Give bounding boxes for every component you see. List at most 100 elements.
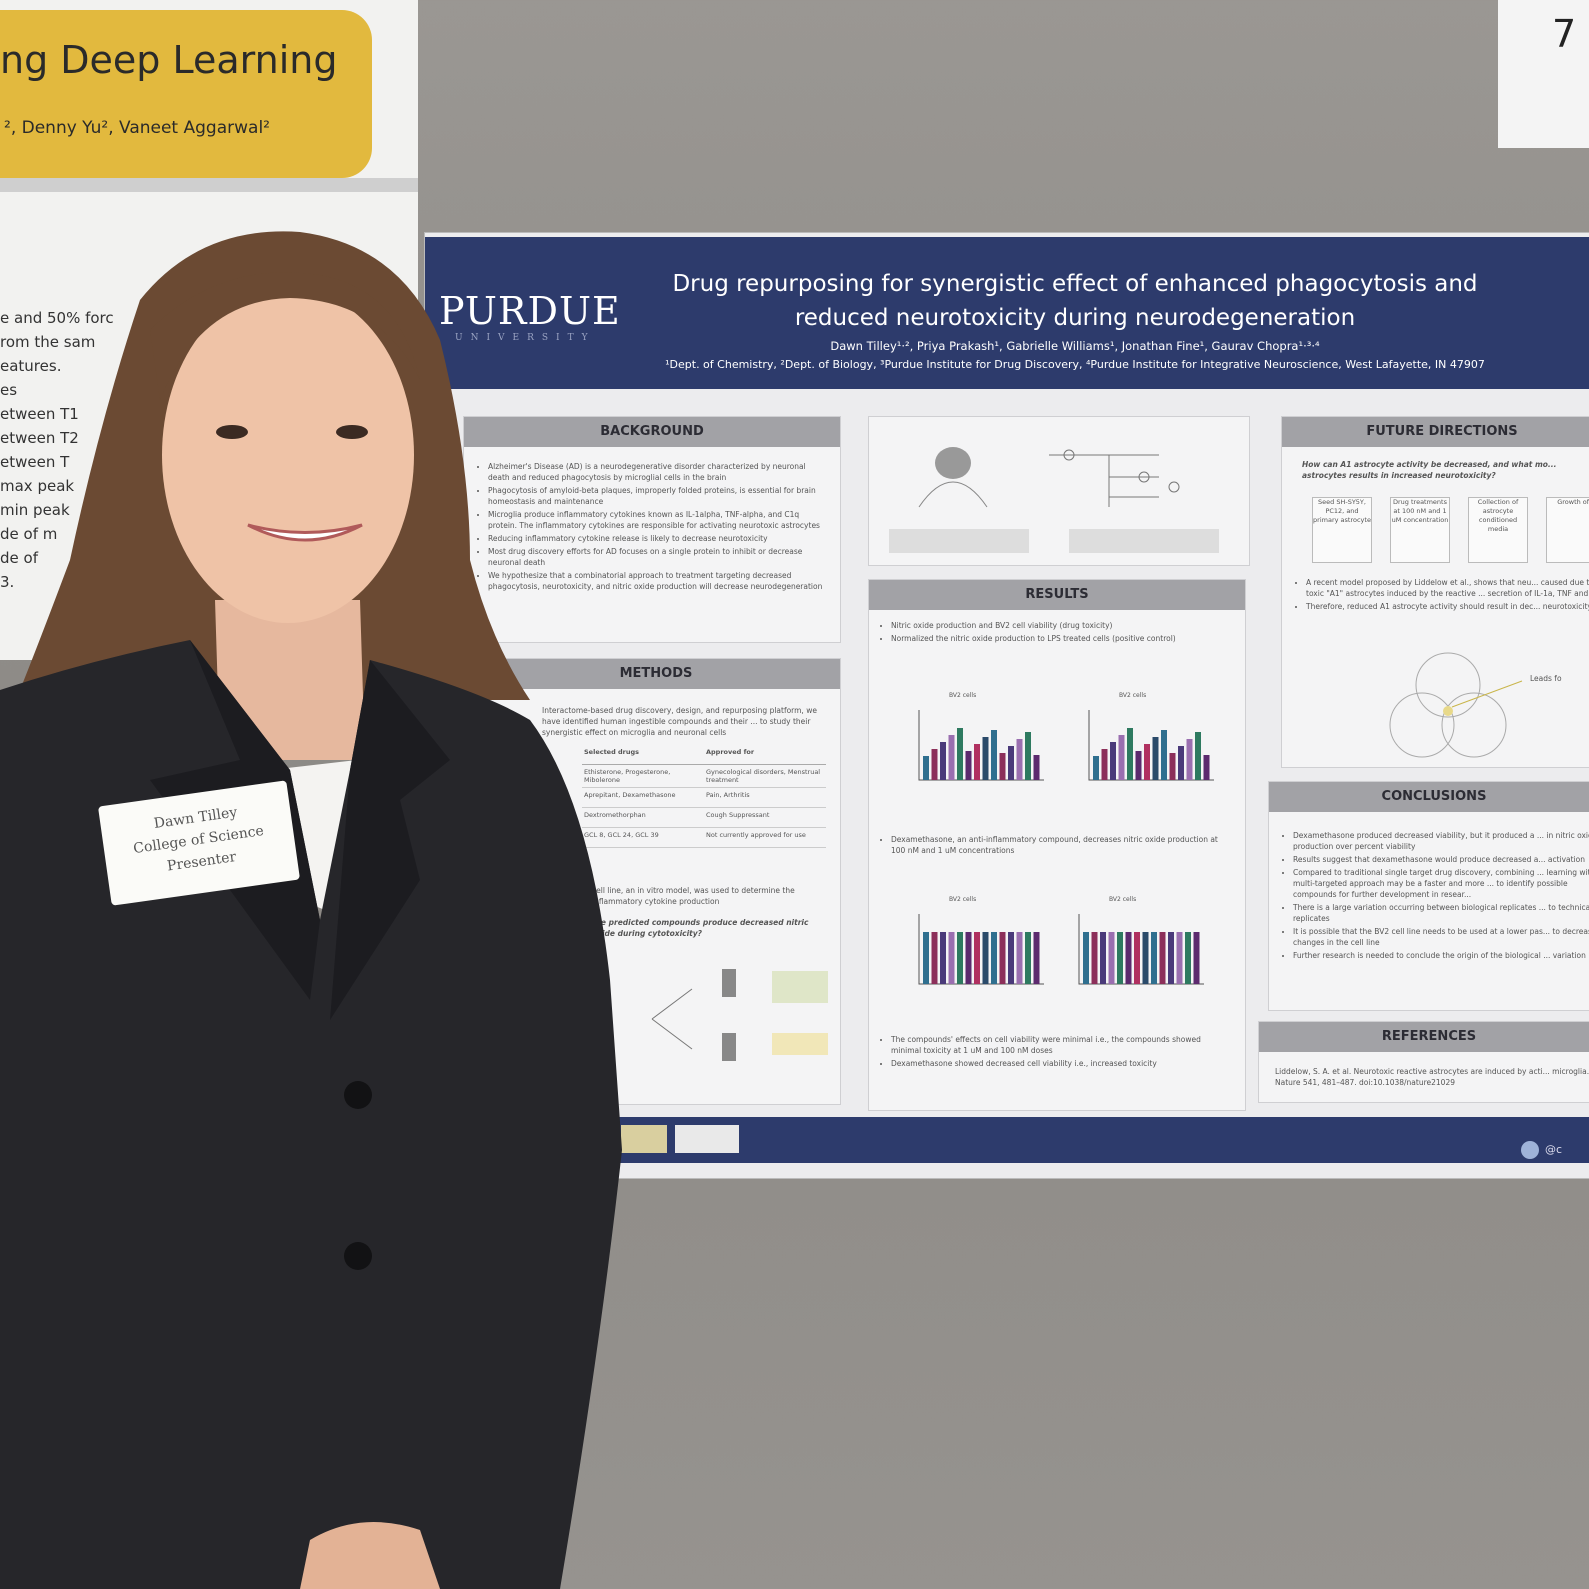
bullet: Compared to traditional single target dr… <box>1293 867 1589 900</box>
left-line: etween T <box>0 453 70 471</box>
venn-circle <box>1441 692 1507 758</box>
section-heading: METHODS <box>472 659 840 689</box>
conclusions-box: CONCLUSIONS Dexamethasone produced decre… <box>1268 781 1589 1011</box>
decorative-bar <box>1193 932 1200 984</box>
left-line: 3. <box>0 573 15 591</box>
decorative-bar <box>1152 737 1159 780</box>
decorative-bar <box>1142 932 1149 984</box>
poster-affiliations: ¹Dept. of Chemistry, ²Dept. of Biology, … <box>665 358 1485 371</box>
table-cell: Selected drugs <box>584 748 640 756</box>
decorative-bar <box>1110 742 1116 780</box>
chart-title: BV2 cells <box>1119 692 1147 699</box>
references-box: REFERENCES Liddelow, S. A. et al. Neurot… <box>1258 1021 1589 1103</box>
result-box <box>772 1033 828 1055</box>
bullet: There is a large variation occurring bet… <box>1293 902 1589 924</box>
table-cell: Aprepitant, Dexamethasone <box>584 791 676 799</box>
step-box: Collection of astrocyte conditioned medi… <box>1468 497 1528 563</box>
chart-title: BV2 cells <box>949 692 977 699</box>
decorative-bar <box>965 932 972 984</box>
decorative-bar <box>1161 730 1167 780</box>
decorative-bar <box>948 932 955 984</box>
bullet: Results suggest that dexamethasone would… <box>1293 854 1589 865</box>
chart-title: BV2 cells <box>1109 896 1137 903</box>
neck <box>215 600 365 760</box>
decorative-bar <box>991 932 997 984</box>
results-box: RESULTS Nitric oxide production and BV2 … <box>868 579 1246 1111</box>
decorative-bar <box>940 932 946 984</box>
bullet: Phagocytosis of amyloid-beta plaques, im… <box>488 485 828 507</box>
step-box: Drug treatments at 100 nM and 1 uM conce… <box>1390 497 1450 563</box>
decorative-bar <box>999 932 1006 984</box>
decorative-bar <box>931 749 938 780</box>
table-header: Selected drugs Approved for <box>582 745 826 765</box>
decorative-bar <box>1168 932 1174 984</box>
future-leads: Leads fo <box>1530 674 1562 683</box>
hand <box>300 1522 440 1589</box>
decorative-bar <box>1093 756 1099 780</box>
left-line: max peak <box>0 477 75 495</box>
left-line: de of <box>0 549 38 567</box>
bullet: Most drug discovery efforts for AD focus… <box>488 546 828 568</box>
mini-chart <box>918 914 1044 985</box>
decorative-bar <box>923 756 929 780</box>
decorative-bar <box>982 932 989 984</box>
bullet: Further research is needed to conclude t… <box>1293 950 1589 961</box>
background-list: Alzheimer's Disease (AD) is a neurodegen… <box>474 461 828 594</box>
decorative-bar <box>1178 746 1184 780</box>
atom <box>1138 471 1150 483</box>
hair-fringe <box>150 272 420 400</box>
decorative-bar <box>940 742 946 780</box>
decorative-bar <box>1025 732 1031 780</box>
decorative-bar <box>1169 753 1176 780</box>
arrow <box>1451 680 1523 708</box>
table-cell: Not currently approved for use <box>706 831 806 839</box>
decorative-bar <box>923 932 929 984</box>
left-line: de of m <box>0 525 58 543</box>
decorative-bar <box>1176 932 1183 984</box>
decorative-bar <box>1186 739 1193 780</box>
decorative-bar <box>1144 744 1150 780</box>
poster-title: Drug repurposing for synergistic effect … <box>672 271 1478 331</box>
decorative-bar <box>1033 755 1040 780</box>
corner-sign: 7 <box>1498 0 1589 148</box>
logo: PURDUE <box>439 289 621 333</box>
arrow <box>651 988 693 1020</box>
table-cell: Ethisterone, Progesterone, Mibolerone <box>584 768 671 784</box>
eye <box>336 425 368 439</box>
decorative-bar <box>1083 932 1089 984</box>
venn-center <box>1443 706 1453 716</box>
bullet: Therefore, reduced A1 astrocyte activity… <box>1306 601 1589 612</box>
poster-header <box>425 237 1589 389</box>
decorative-bar <box>1134 932 1140 984</box>
decorative-bar <box>948 735 955 780</box>
bullet: Dexamethasone, an anti-inflammatory comp… <box>891 834 1231 856</box>
decorative-bar <box>931 932 938 984</box>
decorative-bar <box>1127 728 1133 780</box>
footer-logo <box>621 1125 667 1153</box>
table-row: Dextromethorphan Cough Suppressant <box>582 808 826 828</box>
decorative-bar <box>1125 932 1132 984</box>
methods-table: Selected drugs Approved for Ethisterone, P… <box>582 745 826 848</box>
future-question: How can A1 astrocyte activity be decreas… <box>1302 460 1557 480</box>
decorative-bar <box>1025 932 1031 984</box>
decorative-bar <box>1008 746 1014 780</box>
results-list: Nitric oxide production and BV2 cell via… <box>877 620 1241 646</box>
left-title: ng Deep Learning <box>0 38 338 82</box>
results-list: The compounds' effects on cell viability… <box>877 1034 1231 1071</box>
mini-chart <box>918 710 1044 781</box>
results-list: Dexamethasone, an anti-inflammatory comp… <box>877 834 1231 858</box>
table-cell: GCL 8, GCL 24, GCL 39 <box>584 831 659 839</box>
instrument <box>722 1033 736 1061</box>
decorative-bar <box>1135 751 1142 780</box>
caption <box>889 529 1029 553</box>
decorative-bar <box>957 932 963 984</box>
left-authors: ², Denny Yu², Vaneet Aggarwal² <box>4 118 270 138</box>
step-box: Growth of... <box>1546 497 1589 563</box>
decorative-bar <box>1185 932 1191 984</box>
bullet: A recent model proposed by Liddelow et a… <box>1306 577 1589 599</box>
bullet: Alzheimer's Disease (AD) is a neurodegen… <box>488 461 828 483</box>
decorative-bar <box>965 751 972 780</box>
main-poster: PURDUE UNIVERSITY Drug repurposing for s… <box>424 232 1589 1179</box>
table-cell: Gynecological disorders, Menstrual treat… <box>706 768 821 784</box>
bullet: The compounds' effects on cell viability… <box>891 1034 1231 1056</box>
